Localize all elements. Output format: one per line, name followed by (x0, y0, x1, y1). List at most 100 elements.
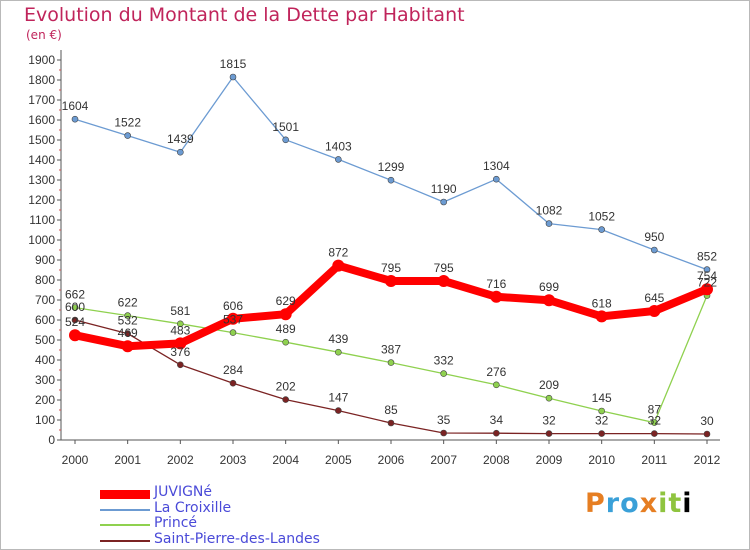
x-tick-label: 2002 (167, 453, 194, 467)
data-point-series-1 (387, 176, 395, 184)
data-label-series-3: 34 (490, 413, 504, 427)
data-label-series-1: 1439 (167, 132, 194, 146)
data-point-series-2 (124, 312, 131, 319)
data-label-series-2: 489 (276, 322, 296, 336)
data-point-series-0 (595, 310, 608, 323)
y-tick-label: 300 (35, 373, 55, 387)
data-point-series-0 (69, 329, 81, 342)
x-tick-label: 2008 (483, 453, 510, 467)
data-point-series-1 (598, 226, 605, 233)
data-label-series-1: 1299 (378, 160, 405, 174)
data-point-series-0 (174, 337, 187, 350)
x-tick-label: 2010 (588, 453, 615, 467)
data-label-series-0: 618 (592, 296, 612, 310)
data-label-series-0: 754 (697, 269, 717, 283)
y-tick-label: 1400 (28, 153, 55, 167)
data-label-series-2: 662 (65, 288, 85, 302)
data-point-series-2 (335, 348, 342, 356)
y-tick-label: 1200 (28, 193, 55, 207)
y-tick-label: 100 (35, 413, 55, 427)
x-tick-label: 2012 (694, 453, 721, 467)
data-point-series-0 (701, 283, 713, 296)
proxiti-logo: Proxiti (585, 488, 693, 519)
data-label-series-1: 852 (697, 250, 717, 264)
data-point-series-1 (440, 198, 447, 206)
data-point-series-0 (227, 312, 239, 325)
data-point-series-3 (282, 396, 289, 403)
y-tick-label: 1000 (28, 233, 55, 247)
y-tick-label: 1100 (29, 213, 55, 227)
data-label-series-3: 85 (384, 403, 398, 417)
data-label-series-0: 483 (170, 323, 190, 337)
data-label-series-3: 30 (700, 414, 714, 428)
data-point-series-0 (279, 308, 292, 321)
y-tick-label: 1800 (28, 73, 55, 87)
data-point-series-3 (387, 419, 395, 427)
data-point-series-3 (545, 430, 553, 437)
data-point-series-1 (493, 175, 500, 183)
y-tick-label: 1700 (28, 93, 55, 107)
data-point-series-3 (703, 430, 711, 438)
data-point-series-3 (177, 361, 184, 369)
data-point-series-1 (545, 220, 553, 227)
data-point-series-2 (545, 394, 553, 402)
legend-swatch-juvigne (100, 490, 150, 499)
legend-swatch-prince (100, 524, 150, 526)
data-point-series-2 (440, 370, 447, 377)
legend-label-saint-pierre-des-landes: Saint-Pierre-des-Landes (154, 531, 320, 547)
legend-item-juvigne: JUVIGNé (100, 484, 360, 501)
data-label-series-2: 332 (434, 354, 454, 368)
y-tick-label: 900 (35, 253, 55, 267)
data-label-series-2: 581 (170, 304, 190, 318)
data-label-series-0: 699 (539, 280, 559, 294)
data-point-series-1 (651, 246, 658, 254)
data-label-series-2: 87 (648, 403, 662, 417)
y-tick-label: 0 (48, 433, 55, 447)
data-point-series-2 (387, 359, 395, 366)
data-point-series-1 (124, 132, 131, 139)
y-tick-label: 1300 (28, 173, 55, 187)
data-label-series-1: 1501 (272, 120, 299, 134)
data-label-series-0: 645 (644, 291, 664, 305)
chart-title: Evolution du Montant de la Dette par Hab… (24, 4, 465, 26)
data-label-series-3: 32 (648, 414, 662, 428)
legend-label-prince: Princé (154, 515, 198, 531)
y-tick-label: 500 (35, 333, 55, 347)
data-point-series-1 (71, 115, 79, 123)
data-label-series-2: 439 (328, 332, 348, 346)
data-point-series-1 (229, 73, 237, 81)
legend-swatch-la-croixille (100, 509, 150, 511)
data-point-series-0 (648, 305, 661, 317)
data-label-series-3: 147 (328, 391, 348, 405)
data-point-series-3 (440, 429, 447, 437)
x-tick-label: 2001 (114, 453, 141, 467)
data-label-series-1: 1082 (536, 204, 563, 218)
data-label-series-0: 606 (223, 299, 243, 313)
data-point-series-3 (651, 430, 658, 437)
data-point-series-0 (437, 275, 450, 287)
x-tick-label: 2007 (430, 453, 457, 467)
data-label-series-3: 202 (276, 380, 296, 394)
data-label-series-3: 600 (65, 300, 85, 314)
y-tick-label: 1600 (28, 113, 55, 127)
data-point-series-1 (703, 266, 711, 273)
y-tick-label: 1900 (28, 53, 55, 67)
data-label-series-3: 32 (542, 414, 556, 428)
data-point-series-3 (335, 407, 342, 414)
data-point-series-2 (282, 338, 289, 346)
data-label-series-3: 376 (170, 345, 190, 359)
data-point-series-3 (598, 430, 605, 437)
data-point-series-1 (335, 156, 342, 163)
data-label-series-1: 1190 (431, 182, 457, 196)
legend-item-prince: Princé (100, 515, 360, 532)
data-point-series-0 (385, 275, 397, 287)
data-label-series-1: 1604 (62, 99, 89, 113)
data-label-series-0: 872 (328, 246, 348, 260)
data-label-series-2: 276 (486, 365, 506, 379)
data-label-series-0: 795 (434, 261, 454, 275)
data-label-series-3: 284 (223, 363, 243, 377)
x-tick-label: 2006 (378, 453, 405, 467)
data-point-series-0 (121, 340, 134, 353)
data-label-series-1: 1522 (114, 116, 141, 130)
